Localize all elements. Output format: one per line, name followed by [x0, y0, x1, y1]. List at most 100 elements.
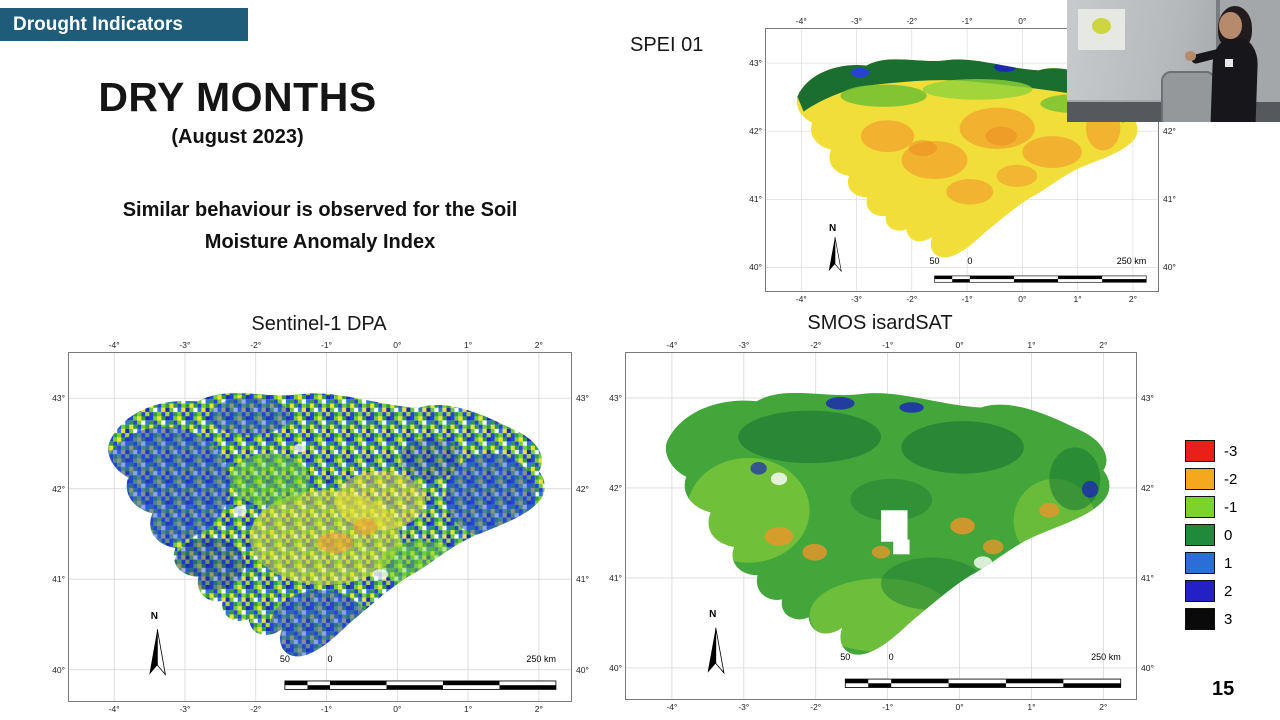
legend-item: 2 [1185, 580, 1237, 602]
x-tick-label: -1° [321, 704, 332, 714]
y-tick-label: 40° [609, 662, 622, 673]
y-tick-label: 41° [609, 572, 622, 583]
north-arrow-icon [149, 629, 167, 677]
x-tick-label: -1° [321, 340, 332, 350]
scale-bar-left-label: 50 [840, 652, 851, 663]
x-tick-label: 1° [1027, 702, 1036, 712]
legend-item: 0 [1185, 524, 1237, 546]
legend-value-label: 0 [1224, 526, 1233, 544]
legend-item: -3 [1185, 440, 1237, 462]
sentinel-raster [108, 393, 545, 657]
presenter-head [1219, 12, 1242, 40]
y-tick-label: 41° [1141, 572, 1154, 583]
x-tick-label: -2° [810, 702, 822, 712]
scale-bar-right-label: 250 km [1091, 652, 1121, 663]
legend-value-label: 2 [1224, 582, 1233, 600]
presenter-hand [1185, 51, 1196, 61]
x-tick-label: 2° [1128, 294, 1137, 304]
legend-value-label: -2 [1224, 470, 1238, 488]
webcam-overlay [1067, 0, 1280, 122]
scale-bar [284, 680, 557, 690]
body-text-line2: Moisture Anomaly Index [204, 231, 436, 253]
y-tick-label: 43° [609, 392, 622, 403]
smos-map: -4° -4° -3° -3° -2° -2° -1° -1° 0° 0° 1° 1° 2° 2° 43° 4… [609, 340, 1154, 712]
legend-swatch [1185, 608, 1215, 630]
y-tick-label: 41° [52, 574, 65, 585]
north-arrow-label: N [709, 609, 717, 621]
y-tick-label: 40° [749, 262, 762, 273]
x-tick-label: 1° [1073, 294, 1082, 304]
sentinel-map-graphic [69, 353, 571, 701]
x-tick-label: -2° [810, 340, 822, 350]
north-arrow-label: N [829, 222, 837, 234]
scale-bar [844, 678, 1122, 688]
legend-value-label: 3 [1224, 610, 1233, 628]
legend-swatch [1185, 552, 1215, 574]
x-tick-label: -2° [906, 294, 918, 304]
x-tick-label: -4° [666, 340, 678, 350]
y-tick-label: 42° [1163, 126, 1176, 137]
legend-swatch [1185, 524, 1215, 546]
x-tick-label: 0° [1018, 16, 1027, 26]
north-arrow-icon [707, 627, 725, 675]
x-tick-label: -3° [179, 704, 191, 714]
y-tick-label: 40° [576, 664, 589, 675]
scale-bar [934, 275, 1147, 283]
x-tick-label: -3° [851, 294, 863, 304]
y-tick-label: 43° [749, 58, 762, 69]
x-tick-label: 1° [464, 340, 473, 350]
scale-bar-left-label: 50 [929, 255, 940, 266]
x-tick-label: -3° [179, 340, 191, 350]
sentinel-map-label: Sentinel-1 DPA [251, 313, 387, 335]
legend-swatch [1185, 496, 1215, 518]
y-tick-label: 43° [52, 393, 65, 404]
x-tick-label: -4° [108, 704, 120, 714]
legend-item: -1 [1185, 496, 1237, 518]
x-tick-label: -4° [795, 294, 807, 304]
chair [1160, 70, 1217, 122]
body-text: Similar behaviour is observed for the So… [60, 194, 580, 258]
x-tick-label: -1° [882, 702, 894, 712]
y-tick-label: 40° [1141, 662, 1154, 673]
page-number: 15 [1212, 678, 1235, 700]
smos-map-graphic [626, 353, 1136, 699]
y-tick-label: 41° [576, 574, 589, 585]
x-tick-label: 2° [1099, 340, 1108, 350]
north-arrow-label: N [150, 610, 158, 622]
smos-raster [665, 392, 1110, 655]
badge-label: Drought Indicators [13, 13, 183, 35]
x-tick-label: -3° [738, 702, 750, 712]
x-tick-label: -2° [906, 16, 918, 26]
projected-slide-thumbnail [1077, 8, 1125, 50]
x-tick-label: 1° [1027, 340, 1036, 350]
x-tick-label: -4° [795, 16, 807, 26]
x-tick-label: 1° [464, 704, 473, 714]
x-tick-label: -2° [250, 340, 262, 350]
projected-map-thumbnail [1091, 17, 1112, 35]
y-tick-label: 42° [52, 483, 65, 494]
y-tick-label: 40° [1163, 262, 1176, 273]
legend-swatch [1185, 440, 1215, 462]
y-tick-label: 43° [1141, 392, 1154, 403]
x-tick-label: -4° [666, 702, 678, 712]
y-tick-label: 40° [52, 664, 65, 675]
y-tick-label: 42° [609, 482, 622, 493]
x-tick-label: -3° [738, 340, 750, 350]
legend: -3 -2 -1 0 1 2 3 [1185, 440, 1237, 636]
scale-bar-zero-label: 0 [327, 654, 333, 665]
body-text-line1: Similar behaviour is observed for the So… [122, 199, 518, 221]
y-tick-label: 43° [576, 393, 589, 404]
legend-swatch [1185, 468, 1215, 490]
x-tick-label: 0° [955, 702, 964, 712]
x-tick-label: -3° [851, 16, 863, 26]
scale-bar-zero-label: 0 [888, 652, 894, 663]
y-tick-label: 42° [576, 483, 589, 494]
x-tick-label: -1° [882, 340, 894, 350]
north-arrow-icon [828, 236, 842, 273]
page-subtitle: (August 2023) [171, 126, 304, 148]
sentinel-map: -4° -4° -3° -3° -2° -2° -1° -1° 0° 0° 1° 1° 2° 2° 43° 4… [52, 340, 589, 714]
x-tick-label: 2° [1099, 702, 1108, 712]
scale-bar-zero-label: 0 [967, 255, 973, 266]
x-tick-label: -4° [108, 340, 120, 350]
